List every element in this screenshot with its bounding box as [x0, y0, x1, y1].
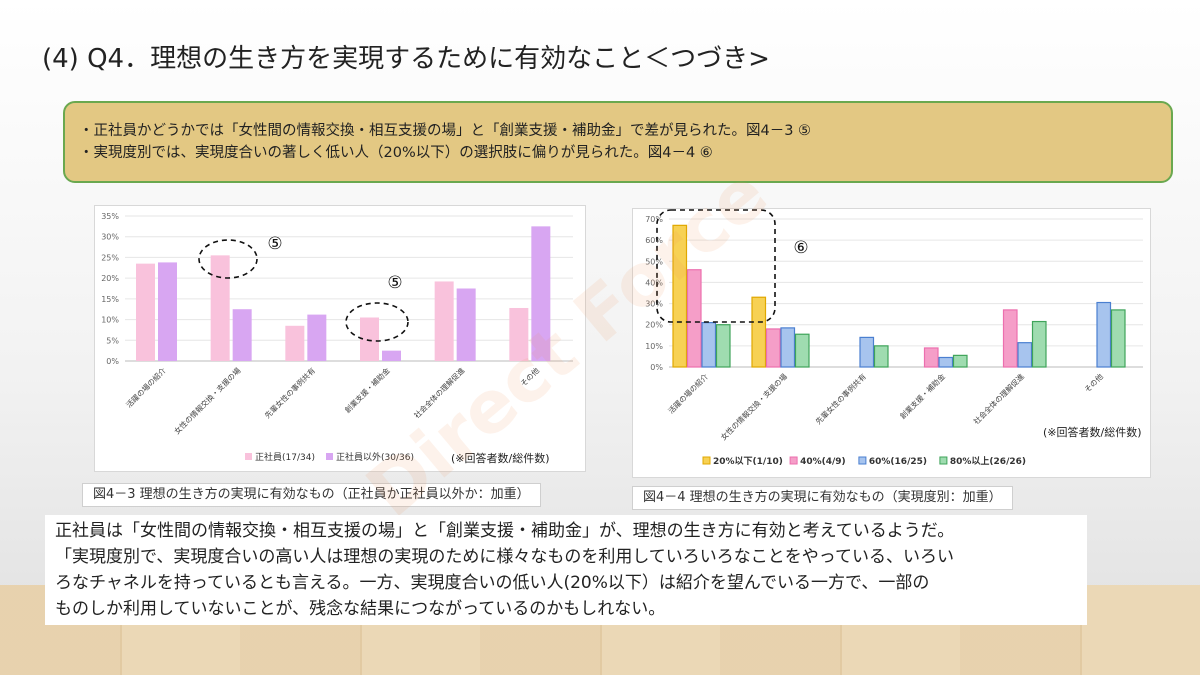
- legend-label: 正社員(17/34): [255, 451, 315, 463]
- bar-4-1: [1002, 309, 1018, 368]
- x-tick-label: その他: [518, 365, 541, 388]
- note-line-3: ろなチャネルを持っているとも言える。一方、実現度合いの低い人(20%以下）は紹介…: [55, 573, 930, 593]
- y-tick-label: 20%: [101, 274, 119, 283]
- chart-left: 0% 5% 10% 15% 20% 25% 30% 35% 活躍の場の紹介 女性の情報交換・支援の…: [101, 212, 573, 465]
- bar-0-1: [686, 269, 702, 368]
- bar-3-0: [360, 317, 379, 361]
- bar-0-0: [672, 224, 688, 368]
- legend-swatch: [939, 456, 948, 465]
- bar-3-2: [938, 356, 954, 368]
- x-tick-label: その他: [1082, 371, 1105, 394]
- bar-1-1: [765, 328, 781, 368]
- legend-swatch: [245, 453, 252, 460]
- bar-1-3: [794, 333, 810, 368]
- bar-1-2: [780, 327, 796, 368]
- bar-2-2: [859, 336, 875, 368]
- legend-label: 40%(4/9): [800, 457, 846, 467]
- legend-note: (※回答者数/総件数): [451, 451, 550, 465]
- bar-5-2: [1096, 301, 1112, 368]
- annotation-ellipse-2: [345, 302, 409, 342]
- x-tick-label: 先輩女性の事例共有: [813, 371, 868, 426]
- x-tick-label: 先輩女性の事例共有: [262, 365, 317, 420]
- annotation-box: [656, 209, 776, 323]
- y-tick-label: 5%: [106, 336, 119, 345]
- x-tick-label: 創業支援・補助金: [897, 371, 947, 421]
- summary-line-2: ・実現度別では、実現度合いの著しく低い人（20%以下）の選択肢に偏りが見られた。…: [79, 145, 713, 161]
- y-tick-label: 20%: [645, 321, 663, 330]
- legend-label: 80%以上(26/26): [950, 455, 1026, 467]
- x-tick-label: 社会全体の理解促進: [971, 371, 1026, 426]
- legend-swatch: [858, 456, 867, 465]
- bar-0-0: [136, 263, 155, 361]
- bar-5-0: [509, 307, 529, 361]
- legend-label: 正社員以外(30/36): [336, 451, 414, 463]
- legend-note: (※回答者数/総件数): [1043, 425, 1142, 439]
- annotation-ellipse-1: [198, 239, 258, 279]
- bar-0-2: [701, 321, 717, 368]
- note-line-1: 正社員は「女性間の情報交換・相互支援の場」と「創業支援・補助金」が、理想の生き方…: [55, 521, 955, 541]
- annotation-label-5b: ⑤: [387, 273, 402, 293]
- chart-right-panel: 0% 10% 20% 30% 40% 50% 60% 70% 活躍の場の紹介 女性の情報交換・支援…: [632, 208, 1151, 478]
- page-title: (4) Q4．理想の生き方を実現するために有効なこと＜つづき>: [42, 44, 770, 74]
- bar-4-3: [1031, 320, 1047, 368]
- y-tick-label: 60%: [645, 236, 663, 245]
- chart-left-caption: 図4－3 理想の生き方の実現に有効なもの（正社員か正社員以外か：加重）: [82, 483, 541, 507]
- legend-swatch: [789, 456, 798, 465]
- x-tick-label: 女性の情報交換・支援の場: [172, 365, 243, 436]
- chart-right: 0% 10% 20% 30% 40% 50% 60% 70% 活躍の場の紹介 女性の情報交換・支援…: [645, 209, 1143, 467]
- summary-box: ・正社員かどうかでは「女性間の情報交換・相互支援の場」と「創業支援・補助金」で差…: [63, 101, 1173, 183]
- legend-label: 60%(16/25): [869, 457, 927, 467]
- y-tick-label: 40%: [645, 278, 663, 287]
- y-tick-label: 0%: [106, 357, 119, 366]
- y-tick-label: 10%: [645, 342, 663, 351]
- y-tick-label: 25%: [101, 253, 119, 262]
- y-tick-label: 30%: [645, 300, 663, 309]
- bar-0-3: [715, 324, 731, 368]
- legend-swatch: [702, 456, 711, 465]
- y-tick-label: 15%: [101, 295, 119, 304]
- summary-line-1: ・正社員かどうかでは「女性間の情報交換・相互支援の場」と「創業支援・補助金」で差…: [79, 123, 812, 139]
- y-tick-label: 10%: [101, 316, 119, 325]
- legend-label: 20%以下(1/10): [713, 456, 783, 467]
- bar-1-1: [232, 309, 252, 361]
- bar-5-3: [1110, 309, 1126, 368]
- bar-4-1: [456, 288, 476, 361]
- x-tick-label: 創業支援・補助金: [342, 365, 392, 415]
- chart-left-panel: 0% 5% 10% 15% 20% 25% 30% 35% 活躍の場の紹介 女性の情報交換・支援の…: [94, 205, 586, 472]
- bar-4-0: [434, 281, 454, 361]
- y-tick-label: 0%: [650, 363, 663, 372]
- bar-2-0: [285, 325, 305, 361]
- x-tick-label: 女性の情報交換・支援の場: [718, 371, 789, 442]
- bar-3-3: [952, 354, 968, 368]
- annotation-label-5a: ⑤: [267, 234, 282, 254]
- y-tick-label: 35%: [101, 212, 119, 221]
- x-tick-label: 活躍の場の紹介: [124, 365, 169, 410]
- x-tick-label: 活躍の場の紹介: [666, 371, 711, 416]
- bar-0-1: [158, 262, 177, 361]
- bar-2-1: [307, 314, 327, 361]
- y-tick-label: 50%: [645, 257, 663, 266]
- bar-2-3: [873, 345, 889, 368]
- bar-5-1: [531, 226, 551, 361]
- y-tick-label: 30%: [101, 233, 119, 242]
- conclusion-note: 正社員は「女性間の情報交換・相互支援の場」と「創業支援・補助金」が、理想の生き方…: [45, 515, 1087, 625]
- annotation-label-6: ⑥: [793, 238, 808, 258]
- bar-4-2: [1017, 342, 1033, 368]
- bar-1-0: [210, 255, 230, 361]
- bar-1-0: [751, 296, 767, 368]
- chart-right-caption: 図4－4 理想の生き方の実現に有効なもの（実現度別：加重）: [632, 486, 1013, 510]
- legend-swatch: [326, 453, 333, 460]
- note-line-4: ものしか利用していないことが、残念な結果につながっているのかもしれない。: [55, 599, 666, 619]
- x-tick-label: 社会全体の理解促進: [412, 365, 467, 420]
- y-tick-label: 70%: [645, 215, 663, 224]
- bar-3-1: [923, 347, 939, 368]
- bar-3-1: [382, 350, 401, 361]
- note-line-2: 「実現度別で、実現度合いの高い人は理想の実現のために様々なものを利用していろいろ…: [55, 547, 954, 567]
